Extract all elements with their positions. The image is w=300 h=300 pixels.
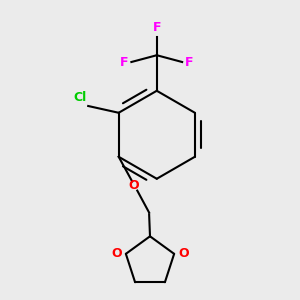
Text: F: F xyxy=(120,56,129,68)
Text: F: F xyxy=(152,21,161,34)
Text: O: O xyxy=(111,247,122,260)
Text: O: O xyxy=(178,247,189,260)
Text: O: O xyxy=(129,179,139,192)
Text: F: F xyxy=(185,56,194,68)
Text: Cl: Cl xyxy=(73,91,86,104)
